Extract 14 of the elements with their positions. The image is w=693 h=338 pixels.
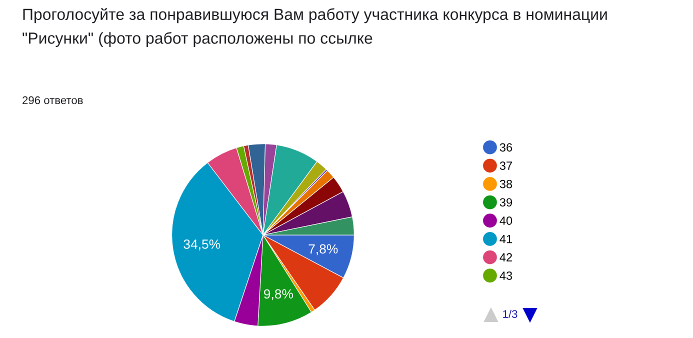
legend-label: 36 xyxy=(500,143,512,152)
legend-label: 39 xyxy=(500,198,512,207)
data-label: 34,5% xyxy=(184,239,220,250)
chart-title: Проголосуйте за понравившуюся Вам работу участника конкурса в номинации "Рисунки" (фото работ расположены по ссылке xyxy=(22,8,607,47)
legend-label: 43 xyxy=(500,271,512,280)
text: 1/3 xyxy=(503,310,518,318)
legend-label: 37 xyxy=(500,162,512,170)
data-label: 9,8% xyxy=(264,289,293,300)
text: 296 ответов xyxy=(22,96,83,104)
legend-label: 40 xyxy=(500,216,512,225)
data-label: 7,8% xyxy=(308,244,338,256)
legend-label: 41 xyxy=(500,234,512,244)
legend-label: 42 xyxy=(500,253,512,262)
legend-label: 38 xyxy=(500,180,512,188)
